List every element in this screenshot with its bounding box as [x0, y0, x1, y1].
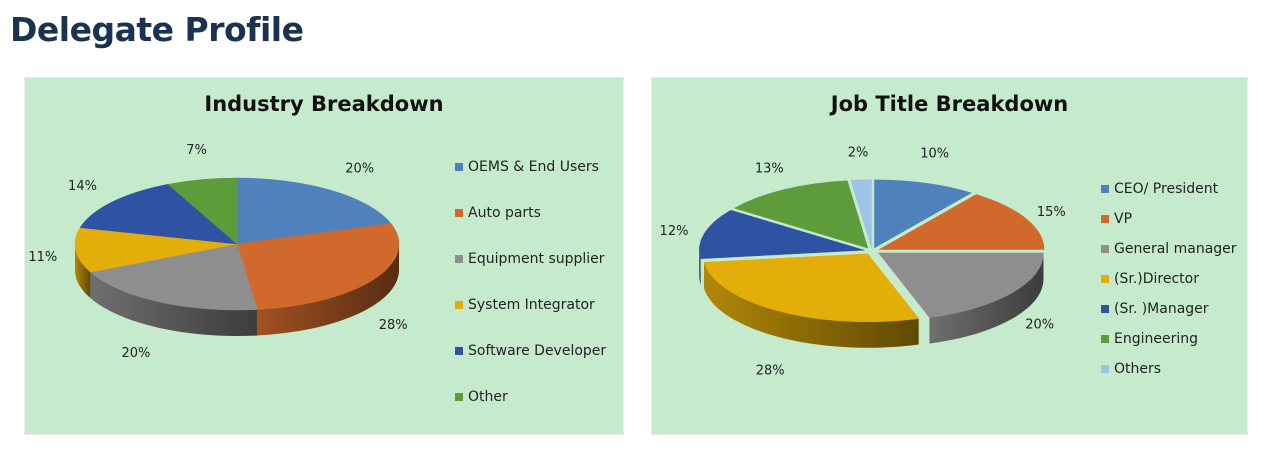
legend-label: VP [1114, 211, 1133, 227]
legend-swatch [455, 163, 463, 171]
pie-label-others: 2% [848, 146, 869, 161]
pie-slice-software-developer [79, 184, 238, 245]
legend-item-others: Others [1101, 361, 1161, 377]
legend-item-oems-end-users: OEMS & End Users [455, 159, 599, 175]
pie-label-general-manager: 20% [1025, 318, 1054, 333]
legend-label: Others [1114, 361, 1162, 377]
legend-swatch [1101, 365, 1109, 373]
legend-swatch [1101, 245, 1109, 253]
pie-slice-engineering [733, 180, 869, 249]
pie-slice-sr-director [703, 253, 920, 323]
legend-item-equipment-supplier: Equipment supplier [455, 251, 605, 267]
pie-side-system-integrator [75, 244, 91, 299]
legend-swatch [455, 209, 463, 217]
pie-label-equipment-supplier: 20% [121, 346, 150, 361]
pie-slice-oems-end-users [236, 177, 392, 245]
pie-label-vp: 15% [1037, 205, 1066, 220]
industry-pie-chart: 20% 28% 20% 11% 14% 7% [28, 143, 408, 361]
chart-title: Job Title Breakdown [830, 92, 1069, 116]
legend-swatch [1101, 275, 1109, 283]
pie-side-equipment-supplier [90, 272, 258, 336]
pie-slice-vp [878, 194, 1045, 250]
pie-slice-system-integrator [74, 227, 238, 273]
pie-side-general-manager [929, 252, 1044, 344]
pie-label-oems-end-users: 20% [345, 162, 374, 177]
legend-swatch [455, 301, 463, 309]
legend-item-system-integrator: System Integrator [455, 297, 595, 313]
pie-label-engineering: 13% [755, 162, 784, 177]
legend-item-auto-parts: Auto parts [455, 205, 541, 221]
legend-label: Equipment supplier [468, 251, 605, 267]
chart-title: Industry Breakdown [204, 92, 444, 116]
legend-item-sr-manager: (Sr. )Manager [1101, 301, 1209, 317]
pie-slice-others [850, 179, 872, 248]
legend-label: (Sr.)Director [1114, 271, 1199, 287]
legend-item-sr-director: (Sr.)Director [1101, 271, 1199, 287]
legend-label: System Integrator [468, 297, 595, 313]
legend-item-software-developer: Software Developer [455, 343, 606, 359]
job-title-chart-panel: 10% 15% 20% 28% 12% 13% 2% Job Title Breakdown… [652, 78, 1247, 434]
legend-label: (Sr. )Manager [1114, 301, 1209, 317]
pie-label-ceo-president: 10% [920, 147, 949, 162]
legend-label: Other [468, 389, 508, 405]
industry-chart-panel: 20% 28% 20% 11% 14% 7% Industry Breakdown OEM… [25, 78, 623, 434]
page-title: Delegate Profile [10, 10, 304, 49]
pie-side-sr-director [704, 262, 919, 348]
pie-slice-general-manager [877, 252, 1044, 318]
pie-slice-sr-manager [699, 209, 865, 259]
legend-label: Auto parts [468, 205, 541, 221]
pie-label-software-developer: 14% [68, 179, 97, 194]
pie-slice-other [167, 177, 238, 245]
pie-side-auto-parts [257, 244, 399, 336]
legend-label: CEO/ President [1114, 181, 1219, 197]
pie-label-sr-manager: 12% [660, 224, 689, 239]
pie-slice-equipment-supplier [89, 243, 258, 311]
legend-swatch [455, 347, 463, 355]
pie-label-sr-director: 28% [756, 364, 785, 379]
legend-swatch [1101, 335, 1109, 343]
pie-slice-auto-parts [236, 223, 400, 310]
legend-item-engineering: Engineering [1101, 331, 1198, 347]
legend-swatch [1101, 185, 1109, 193]
legend-item-ceo-president: CEO/ President [1101, 181, 1218, 197]
pie-slice-ceo-president [874, 179, 973, 249]
legend-label: General manager [1114, 241, 1237, 257]
legend-label: Software Developer [468, 343, 607, 359]
pie-label-auto-parts: 28% [379, 318, 408, 333]
legend-swatch [1101, 215, 1109, 223]
legend-label: OEMS & End Users [468, 159, 599, 175]
pie-label-other: 7% [186, 143, 207, 158]
pie-label-system-integrator: 11% [28, 250, 57, 265]
legend-label: Engineering [1114, 331, 1198, 347]
job-title-pie-chart: 10% 15% 20% 28% 12% 13% 2% [660, 146, 1066, 379]
legend-swatch [455, 393, 463, 401]
legend-swatch [455, 255, 463, 263]
legend-item-general-manager: General manager [1101, 241, 1237, 257]
legend-item-other: Other [455, 389, 508, 405]
pie-side-sr-manager [699, 250, 701, 285]
legend-item-vp: VP [1101, 211, 1132, 227]
legend-swatch [1101, 305, 1109, 313]
